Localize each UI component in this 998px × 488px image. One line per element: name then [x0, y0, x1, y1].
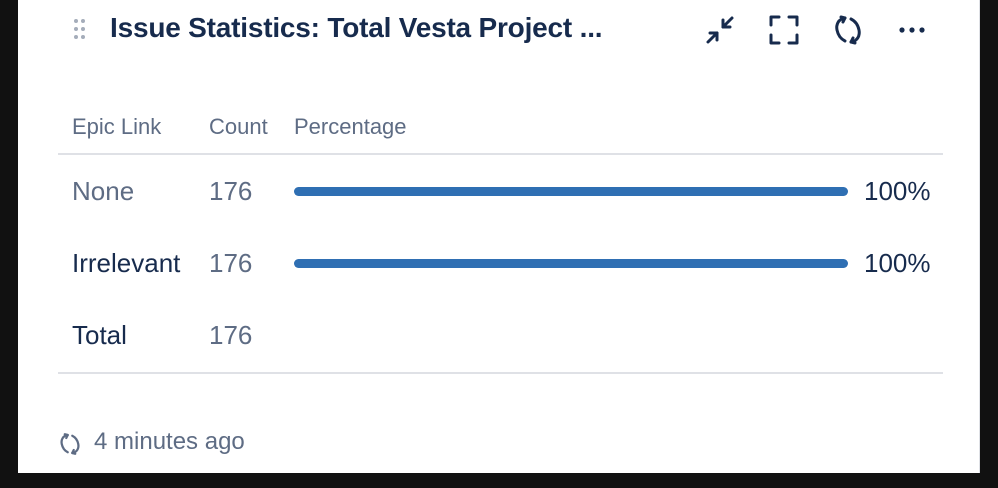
issue-statistics-gadget: Issue Statistics: Total Vesta Project ..…	[18, 0, 980, 473]
more-actions-button[interactable]	[892, 10, 932, 50]
table-footer-divider	[58, 372, 943, 374]
minimize-button[interactable]	[700, 10, 740, 50]
percentage-bar	[294, 187, 848, 196]
count-cell[interactable]: 176	[209, 176, 253, 206]
percentage-bar	[294, 259, 848, 268]
column-header-percentage: Percentage	[294, 114, 407, 139]
fullscreen-button[interactable]	[764, 10, 804, 50]
column-header-epic-link: Epic Link	[72, 114, 162, 139]
drag-handle-icon[interactable]	[73, 18, 87, 40]
fullscreen-icon	[768, 14, 800, 46]
table-row: Irrelevant 176 100%	[18, 244, 979, 284]
gadget-header: Issue Statistics: Total Vesta Project ..…	[18, 0, 979, 62]
percentage-bar-fill	[294, 187, 848, 196]
minimize-icon	[704, 14, 736, 46]
last-updated-text: 4 minutes ago	[94, 428, 245, 455]
total-count[interactable]: 176	[209, 320, 253, 350]
percentage-cell: 100%	[864, 248, 931, 278]
table-row: None 176 100%	[18, 172, 979, 212]
more-icon	[898, 25, 926, 35]
epic-link-none[interactable]: None	[72, 176, 135, 206]
total-row: Total 176	[18, 316, 979, 356]
percentage-cell: 100%	[864, 176, 931, 206]
gadget-title: Issue Statistics: Total Vesta Project ..…	[110, 12, 603, 43]
count-cell[interactable]: 176	[209, 248, 253, 278]
column-header-count: Count	[209, 114, 268, 139]
refresh-icon	[832, 14, 864, 46]
total-label: Total	[72, 320, 127, 350]
refresh-icon[interactable]	[58, 432, 82, 456]
table-header-divider	[58, 153, 943, 155]
refresh-button[interactable]	[828, 10, 868, 50]
epic-link-irrelevant: Irrelevant	[72, 248, 181, 278]
percentage-bar-fill	[294, 259, 848, 268]
